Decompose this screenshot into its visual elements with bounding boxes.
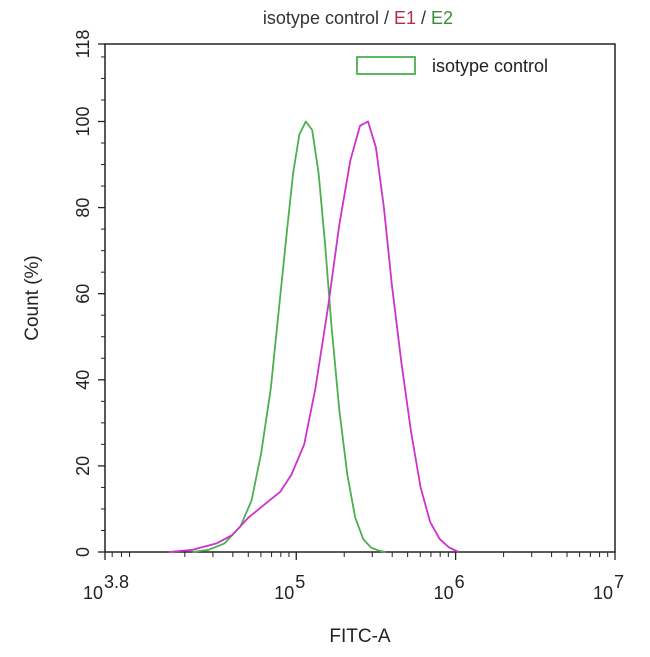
chart-title-part: E1 <box>394 8 416 28</box>
chart-title-part: isotype control <box>263 8 379 28</box>
chart-title-part: / <box>416 8 431 28</box>
plot-area <box>104 43 616 553</box>
x-tick-exponent: 3.8 <box>104 572 129 592</box>
y-tick-label: 40 <box>73 370 93 390</box>
series-line-1 <box>192 120 386 553</box>
y-tick-label: 20 <box>73 456 93 476</box>
x-tick-exponent: 5 <box>295 572 305 592</box>
series-line-2 <box>168 120 460 553</box>
chart-title: isotype control / E1 / E2 <box>263 8 453 28</box>
legend: isotype control <box>356 56 548 76</box>
chart-title-part: / <box>379 8 394 28</box>
legend-swatch <box>356 56 416 75</box>
y-tick-label: 60 <box>73 284 93 304</box>
y-tick-label: 100 <box>73 106 93 136</box>
y-tick-label: 80 <box>73 198 93 218</box>
x-tick-label: 10 <box>274 583 294 603</box>
x-axis-title: FITC-A <box>329 626 391 647</box>
y-axis: 0 20 40 60 80 100 118 <box>73 30 105 557</box>
y-axis-title: Count (%) <box>22 255 43 341</box>
chart-title-part: E2 <box>431 8 453 28</box>
x-tick-label: 10 <box>593 583 613 603</box>
series-group <box>168 120 460 553</box>
y-tick-label: 118 <box>73 30 93 59</box>
x-tick-label: 10 <box>434 583 454 603</box>
legend-label: isotype control <box>432 56 548 76</box>
x-tick-exponent: 7 <box>614 572 624 592</box>
x-tick-label: 10 <box>83 583 103 603</box>
y-tick-label: 0 <box>73 547 93 557</box>
x-tick-exponent: 6 <box>455 572 465 592</box>
